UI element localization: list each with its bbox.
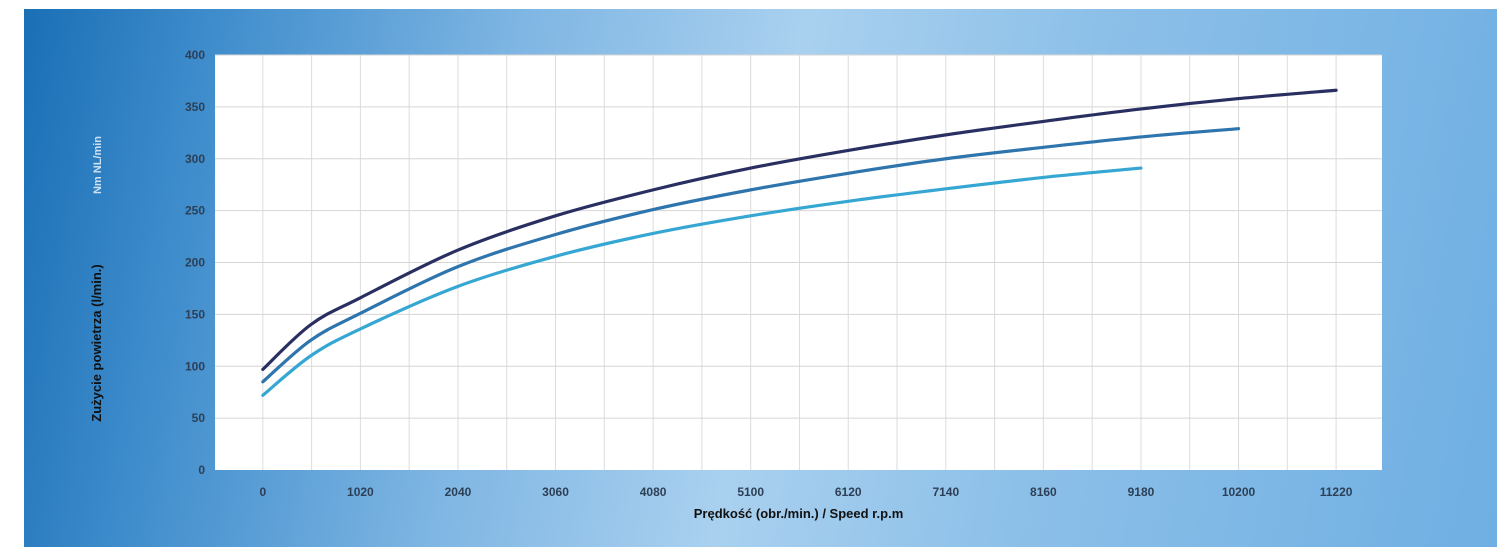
series-line (261, 166, 1143, 397)
y-axis-unit-faded: Nm NL/min (92, 136, 104, 194)
x-tick-label: 8160 (1030, 485, 1057, 499)
y-tick-label: 150 (185, 307, 205, 321)
x-tick-label: 11220 (1320, 485, 1353, 499)
y-tick-label: 0 (198, 463, 205, 477)
y-tick-label: 300 (185, 152, 205, 166)
series-lines (261, 88, 1338, 397)
x-axis-ticks: 0 1020 2040 3060 4080 5100 6120 7140 8160 9180 102… (259, 485, 1352, 499)
x-tick-label: 9180 (1128, 485, 1155, 499)
x-tick-label: 10200 (1222, 485, 1256, 499)
y-tick-label: 350 (185, 100, 205, 114)
y-tick-label: 400 (185, 48, 205, 62)
y-tick-label: 50 (192, 411, 206, 425)
x-axis-title: Prędkość (obr./min.) / Speed r.p.m (694, 506, 904, 521)
series-line (261, 127, 1241, 384)
x-tick-label: 4080 (640, 485, 667, 499)
x-tick-label: 6120 (835, 485, 862, 499)
y-tick-label: 100 (185, 359, 205, 373)
series-line (261, 88, 1338, 371)
horizontal-gridlines (215, 54, 1382, 419)
x-tick-label: 0 (259, 485, 266, 499)
y-tick-label: 200 (185, 256, 205, 270)
x-tick-label: 1020 (347, 485, 374, 499)
x-tick-label: 7140 (932, 485, 959, 499)
y-axis-title: Zużycie powietrza (l/min.) (89, 264, 104, 421)
x-tick-label: 2040 (445, 485, 472, 499)
x-tick-label: 3060 (542, 485, 569, 499)
y-tick-label: 250 (185, 204, 205, 218)
y-axis-ticks: 0 50 100 150 200 250 300 350 400 (185, 48, 205, 477)
x-tick-label: 5100 (737, 485, 764, 499)
